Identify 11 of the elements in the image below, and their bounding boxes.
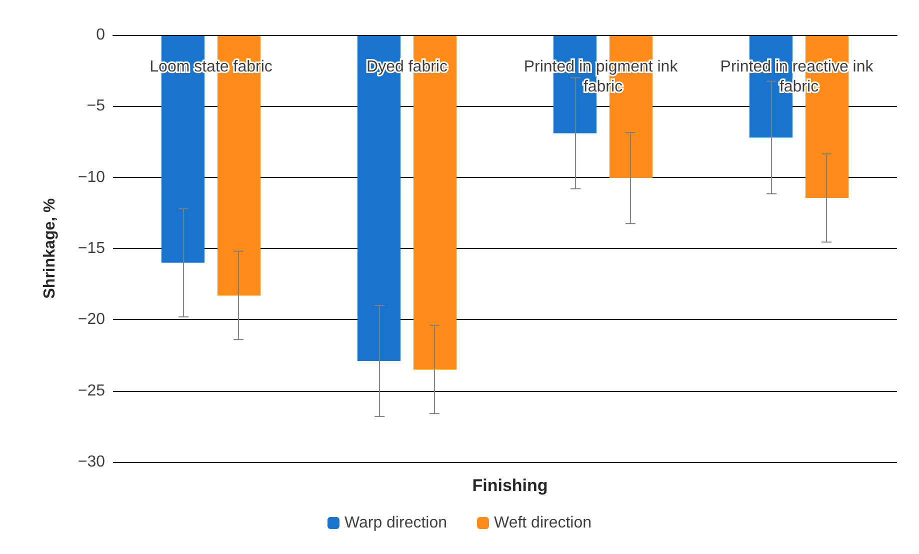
y-tick-label: 0: [96, 26, 106, 44]
y-tick-label: −30: [78, 454, 106, 470]
y-axis-title: Shrinkage, %: [42, 198, 58, 299]
y-tick-label: −15: [78, 240, 106, 257]
y-tick-label: −5: [86, 98, 106, 115]
y-tick-label: −25: [78, 382, 106, 400]
y-tick-label: −10: [78, 168, 106, 186]
x-axis-title: Finishing: [472, 476, 548, 495]
legend-label: Warp direction: [344, 514, 448, 532]
y-tick-label: −20: [78, 311, 106, 328]
legend-label: Weft direction: [494, 514, 592, 532]
